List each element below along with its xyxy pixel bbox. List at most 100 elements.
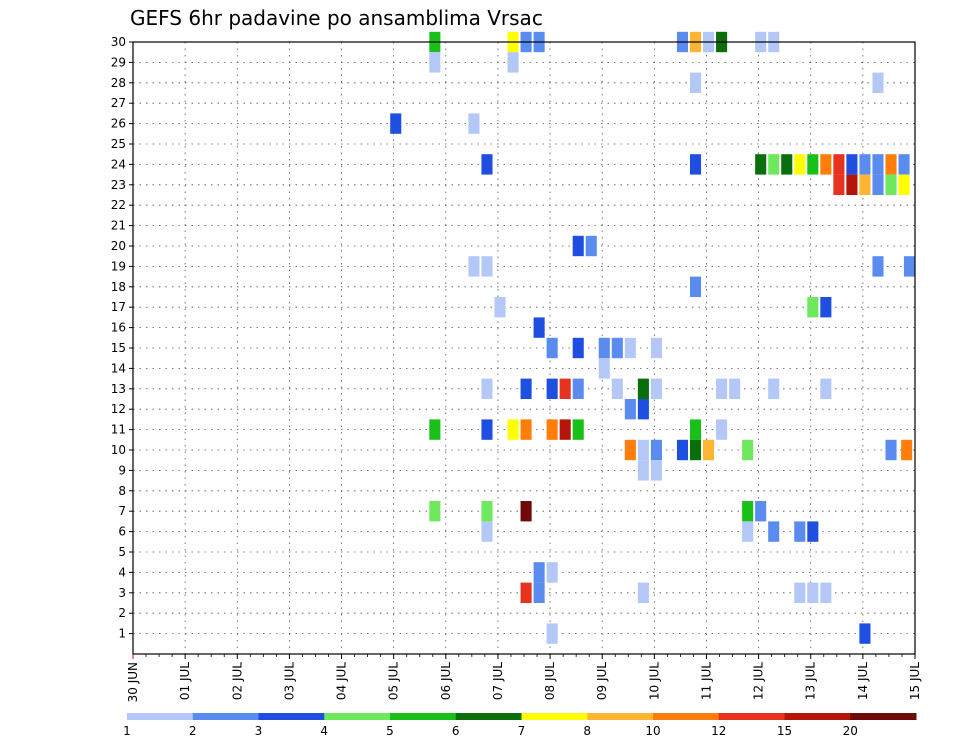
y-tick-label: 3: [118, 586, 126, 600]
heatmap-cell: [650, 439, 662, 461]
heatmap-cell: [872, 256, 884, 277]
heatmap-cell: [872, 174, 884, 195]
y-tick-label: 9: [118, 463, 126, 477]
heatmap-cell: [898, 154, 910, 175]
colorbar-label: 6: [452, 724, 460, 738]
heatmap-cell: [650, 337, 662, 359]
heatmap-cell: [533, 317, 545, 338]
colorbar-label: 12: [711, 724, 726, 738]
colorbar: 1 2 3 4 5 6 7 8 10 12 15 20: [123, 713, 917, 738]
heatmap-cell: [572, 419, 584, 440]
x-tick-label: 30 JUN: [126, 662, 140, 702]
y-tick-label: 12: [111, 402, 126, 416]
heatmap-cell: [846, 174, 858, 195]
heatmap-cell: [650, 460, 662, 481]
colorbar-label: 1: [123, 724, 131, 738]
heatmap-cell: [716, 378, 728, 399]
heatmap-cell: [807, 297, 819, 318]
y-tick-label: 13: [111, 382, 126, 396]
y-tick-label: 4: [118, 565, 126, 579]
colorbar-swatch: [718, 713, 785, 720]
x-tick-label: 13 JUL: [804, 662, 818, 700]
x-tick-label: 14 JUL: [856, 662, 870, 700]
heatmap-cell: [898, 174, 910, 195]
heatmap-cell: [481, 419, 493, 440]
heatmap-cell: [624, 399, 636, 420]
heatmap-cell: [637, 460, 649, 481]
x-axis: 30 JUN 01 JUL 02 JUL 03 JUL 04 JUL 05 JUL 06 J…: [126, 654, 922, 702]
heatmap-cell: [650, 378, 662, 399]
colorbar-label: 2: [189, 724, 197, 738]
heatmap-cell: [689, 276, 702, 297]
y-tick-label: 18: [111, 280, 126, 294]
heatmap-cell: [429, 501, 441, 522]
colorbar-label: 15: [777, 724, 792, 738]
heatmap-cell: [429, 419, 441, 440]
y-tick-label: 17: [111, 300, 126, 314]
heatmap-cell: [676, 439, 689, 461]
colorbar-swatch: [258, 713, 325, 720]
y-tick-label: 11: [111, 423, 126, 437]
colorbar-label: 20: [843, 724, 858, 738]
heatmap-cell: [637, 378, 649, 399]
heatmap-cell: [794, 154, 806, 175]
heatmap-cell: [520, 378, 532, 399]
heatmap-cell: [481, 521, 493, 542]
x-tick-label: 15 JUL: [908, 662, 922, 700]
heatmap-cell: [429, 52, 441, 73]
heatmap-cell: [546, 337, 558, 359]
x-tick-label: 05 JUL: [387, 662, 401, 700]
y-tick-label: 16: [111, 321, 126, 335]
heatmap-cell: [611, 337, 623, 359]
colorbar-label: 5: [386, 724, 394, 738]
chart-title: GEFS 6hr padavine po ansamblima Vrsac: [130, 6, 543, 30]
heatmap-cell: [533, 582, 545, 603]
heatmap-cell: [468, 113, 480, 134]
y-tick-label: 25: [111, 137, 126, 151]
y-tick-label: 27: [111, 96, 126, 110]
y-tick-label: 14: [111, 361, 126, 375]
heatmap-cell: [885, 439, 897, 461]
heatmap-cell: [755, 154, 767, 175]
heatmap-cell: [846, 154, 858, 175]
heatmap-cell: [781, 154, 793, 175]
colorbar-swatch: [324, 713, 391, 720]
heatmap-cell: [807, 582, 819, 603]
heatmap-cell: [768, 521, 780, 542]
y-tick-label: 2: [118, 606, 126, 620]
heatmap-cell: [689, 72, 702, 93]
heatmap-cell: [481, 154, 493, 175]
heatmap-cell: [494, 297, 506, 318]
heatmap-cell: [507, 419, 519, 440]
heatmap-cell: [546, 419, 558, 440]
y-tick-label: 28: [111, 76, 126, 90]
heatmap-cell: [755, 501, 767, 522]
colorbar-swatch: [455, 713, 522, 720]
heatmap-cell: [859, 623, 871, 644]
heatmap-cell: [903, 256, 915, 277]
heatmap-cell: [533, 562, 545, 583]
x-tick-label: 10 JUL: [647, 662, 661, 700]
y-tick-label: 8: [118, 484, 126, 498]
heatmap-cell: [572, 378, 584, 399]
heatmap-cell: [742, 439, 754, 461]
heatmap-cell: [572, 235, 584, 257]
gridlines: [133, 41, 915, 654]
heatmap-cell: [390, 113, 402, 134]
heatmap-cell: [598, 358, 610, 379]
heatmap-cell: [507, 52, 519, 73]
heatmap-cell: [820, 154, 832, 175]
heatmap-cell: [833, 154, 845, 175]
heatmap-cell: [559, 378, 571, 399]
heatmap-cell: [859, 154, 871, 175]
heatmap-cell: [637, 582, 649, 603]
y-tick-label: 22: [111, 198, 126, 212]
heatmap-cell: [716, 419, 728, 440]
y-tick-label: 19: [111, 259, 126, 273]
heatmap-cell: [859, 174, 871, 195]
heatmap-cell: [872, 72, 884, 93]
x-tick-label: 02 JUL: [230, 662, 244, 700]
heatmap-cell: [637, 439, 649, 461]
y-tick-label: 30: [111, 35, 126, 49]
heatmap-cell: [546, 562, 558, 583]
